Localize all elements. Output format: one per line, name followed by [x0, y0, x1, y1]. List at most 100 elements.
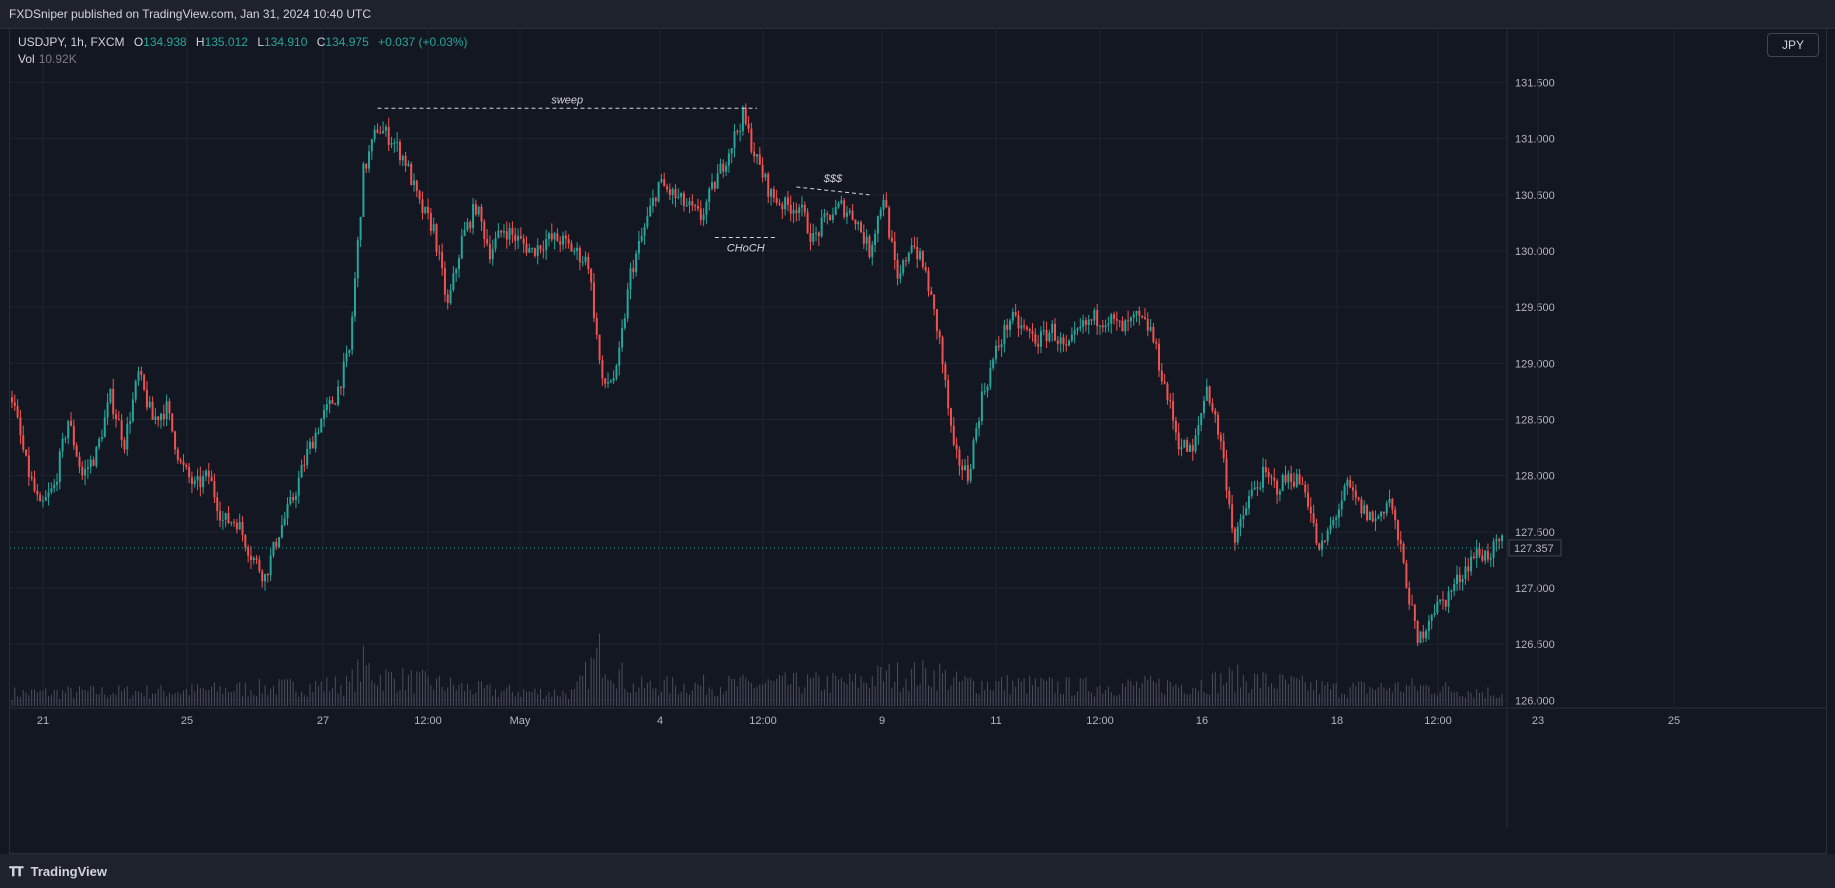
candle-body	[25, 449, 28, 456]
candle-body	[1115, 318, 1118, 321]
candle-body	[997, 345, 1000, 348]
x-tick-label: 27	[317, 715, 329, 727]
candle-body	[1478, 548, 1481, 556]
candle-body	[463, 229, 466, 237]
candle-body	[705, 202, 708, 215]
candle-body	[384, 126, 387, 131]
candle-body	[1101, 325, 1104, 328]
candle-body	[604, 378, 607, 384]
candle-body	[1087, 319, 1090, 325]
candle-body	[47, 492, 50, 497]
candle-body	[581, 261, 584, 263]
change-value: +0.037 (+0.03%)	[378, 35, 468, 49]
candle-body	[286, 504, 289, 519]
candle-body	[292, 497, 295, 501]
candle-body	[730, 147, 733, 154]
candle-body	[278, 537, 281, 547]
candle-body	[1340, 500, 1343, 510]
candle-body	[258, 559, 261, 572]
candle-body	[1129, 317, 1132, 322]
candle-body	[306, 448, 309, 466]
candle-body	[916, 246, 919, 260]
candle-body	[488, 243, 491, 260]
candle-body	[362, 163, 365, 218]
candle-body	[1231, 504, 1234, 529]
candle-body	[1461, 578, 1464, 583]
candle-body	[376, 129, 379, 133]
currency-button[interactable]: JPY	[1767, 33, 1819, 57]
candle-body	[1385, 503, 1388, 514]
candle-body	[1177, 432, 1180, 450]
candle-body	[930, 291, 933, 295]
candle-body	[601, 359, 604, 379]
candle-body	[297, 477, 300, 496]
candle-body	[562, 235, 565, 245]
annotation-label: sweep	[551, 94, 583, 106]
candle-body	[1295, 474, 1298, 487]
high-value: 135.012	[204, 35, 248, 49]
candle-body	[955, 444, 958, 450]
candle-body	[1425, 630, 1428, 639]
candle-body	[1048, 332, 1051, 342]
candle-body	[1270, 476, 1273, 478]
candle-body	[649, 205, 652, 217]
candle-body	[919, 251, 922, 260]
candle-body	[249, 555, 252, 560]
candle-body	[1413, 604, 1416, 622]
candle-body	[421, 199, 424, 214]
candle-body	[100, 437, 103, 439]
candle-body	[458, 258, 460, 269]
candle-body	[219, 511, 222, 521]
candle-body	[528, 248, 531, 253]
candle-body	[837, 203, 840, 207]
candle-body	[241, 521, 244, 536]
last-price-label: 127.357	[1514, 543, 1554, 555]
candle-body	[851, 210, 854, 220]
candle-body	[719, 163, 722, 174]
candle-body	[255, 557, 258, 560]
candle-body	[387, 126, 390, 145]
candle-body	[682, 193, 685, 206]
candle-body	[972, 440, 975, 469]
candle-body	[736, 131, 739, 133]
candle-body	[1495, 539, 1498, 542]
candle-body	[1082, 320, 1085, 327]
y-tick-label: 126.000	[1515, 695, 1555, 707]
candle-body	[427, 206, 430, 214]
candle-body	[1371, 511, 1374, 522]
candle-body	[269, 555, 272, 576]
candle-body	[317, 432, 320, 434]
candle-body	[1337, 509, 1340, 518]
candle-body	[1014, 312, 1017, 316]
publisher-line: FXDSniper published on TradingView.com, …	[9, 7, 371, 21]
candle-body	[1382, 511, 1385, 514]
candle-body	[1419, 631, 1422, 643]
candle-body	[643, 226, 646, 236]
candle-body	[733, 131, 736, 148]
candle-body	[986, 386, 989, 392]
candle-body	[1203, 400, 1205, 414]
candle-body	[727, 153, 730, 166]
candle-body	[1349, 479, 1352, 488]
tradingview-logo[interactable]: 𝐓𝐓 TradingView	[9, 864, 107, 880]
candle-body	[890, 237, 893, 242]
brand-label: TradingView	[30, 864, 107, 879]
candle-body	[452, 273, 455, 291]
x-tick-label: 25	[1668, 715, 1680, 727]
candle-body	[1335, 517, 1338, 520]
candle-body	[1045, 330, 1048, 342]
candle-body	[1217, 414, 1220, 435]
candle-body	[283, 518, 286, 525]
candle-body	[98, 438, 101, 448]
candle-body	[1079, 326, 1082, 329]
candle-body	[980, 391, 983, 422]
candle-body	[1011, 312, 1014, 321]
candle-body	[157, 416, 160, 421]
candle-body	[1458, 574, 1461, 583]
candle-body	[660, 179, 663, 182]
candle-body	[921, 251, 924, 268]
candle-body	[949, 408, 952, 426]
candle-body	[370, 139, 373, 152]
candle-body	[1475, 548, 1478, 559]
